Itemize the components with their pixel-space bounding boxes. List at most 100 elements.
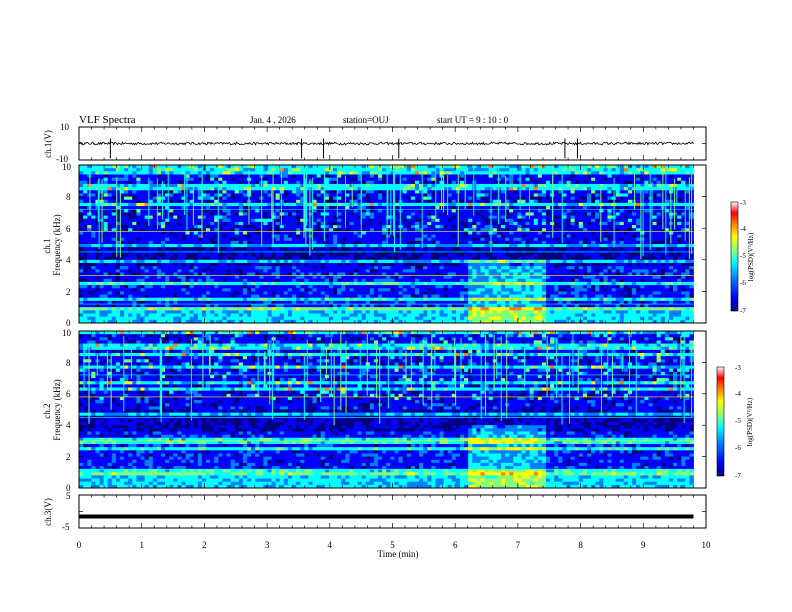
spectrogram-cell [611,168,617,172]
spectrogram-cell [459,165,465,169]
spectrogram-cell [533,171,539,175]
spectrogram-cell [447,209,453,213]
spectrogram-cell [644,231,649,235]
spectrogram-cell [234,253,240,258]
spectrogram-cell [554,180,559,185]
spectrogram-cell [201,215,207,220]
spectrogram-cell [586,253,592,258]
spectrogram-cell [500,218,506,223]
spectrogram-cell [636,206,641,210]
spectrogram-cell [271,171,277,175]
spectrogram-cell [459,244,465,248]
spectrogram-cell [619,215,625,220]
spectrogram-cell [328,225,334,229]
spectrogram-cell [160,231,166,235]
spectrogram-cell [349,231,354,235]
spectrogram-cell [664,168,670,172]
spectrogram-cell [353,174,358,179]
spectrogram-cell [435,193,440,197]
spectrogram-cell [480,228,485,232]
spectrogram-cell [681,228,686,232]
spectrogram-cell [459,199,465,204]
spectrogram-cell [173,196,178,201]
spectrogram-cell [177,231,182,235]
spectrogram-cell [636,177,641,182]
spectrogram-cell [570,212,576,216]
spectrogram-cell [148,237,154,242]
spectrogram-cell [320,174,326,179]
spectrogram-cell [111,231,117,235]
spectrogram-cell [238,266,244,270]
spectrogram-cell [431,206,436,210]
spectrogram-cell [435,183,440,188]
spectrogram-cell [148,215,154,220]
spectrogram-cell [357,199,363,204]
spectrogram-cell [156,266,162,270]
spectrogram-cell [337,193,342,197]
spectrogram-cell [267,171,272,175]
spectrogram-cell [373,231,379,235]
spectrogram-cell [443,187,449,191]
spectrogram-cell [218,244,223,248]
spectrogram-cell [406,193,412,197]
spectrogram-cell [595,240,600,245]
spectrogram-cell [328,240,334,245]
spectrogram-cell [267,231,272,235]
spectrogram-cell [476,237,481,242]
spectrogram-cell [337,165,342,169]
spectrogram-cell [570,183,576,188]
spectrogram-cell [607,183,612,188]
spectrogram-cell [115,206,121,210]
spectrogram-cell [500,183,506,188]
spectrogram-cell [591,218,596,223]
spectrogram-cell [349,209,354,213]
spectrogram-cell [509,171,514,175]
spectrogram-cell [468,202,473,207]
spectrogram-cell [279,253,285,258]
spectrogram-cell [210,206,215,210]
spectrogram-cell [271,190,277,194]
spectrogram-cell [595,209,600,213]
spectrogram-cell [361,212,367,216]
spectrogram-cell [509,231,514,235]
spectrogram-cell [369,199,375,204]
spectrogram-cell [640,187,645,191]
spectrogram-cell [369,228,375,232]
spectrogram-cell [292,199,297,204]
spectrogram-cell [513,199,518,204]
spectrogram-cell [210,259,215,264]
spectrogram-cell [492,196,498,201]
spectrogram-cell [181,209,186,213]
spectrogram-cell [312,206,317,210]
spectrogram-cell [136,171,141,175]
spectrogram-cell [324,237,330,242]
spectrogram-cell [664,256,670,261]
spectrogram-cell [189,183,195,188]
spectrogram-cell [152,199,158,204]
spectrogram-cell [189,259,195,264]
spectrogram-cell [292,190,297,194]
spectrogram-cell [349,237,354,242]
spectrogram-cell [517,253,522,258]
spectrogram-cell [672,247,678,251]
spectrogram-cell [124,221,129,226]
spectrogram-cell [197,206,203,210]
spectrogram-cell [414,215,420,220]
spectrogram-cell [468,259,473,264]
spectrogram-cell [267,209,272,213]
spectrogram-cell [140,247,145,251]
spectrogram-cell [640,177,645,182]
spectrogram-cell [246,256,252,261]
spectrogram-cell [95,240,100,245]
spectrogram-cell [210,225,215,229]
spectrogram-cell [238,209,244,213]
spectrogram-cell [570,221,576,226]
spectrogram-cell [189,190,195,194]
spectrogram-cell [201,193,207,197]
spectrogram-cell [455,171,461,175]
spectrogram-cell [451,180,457,185]
spectrogram-cell [582,168,588,172]
spectrogram-cell [537,247,543,251]
spectrogram-cell [459,262,465,267]
spectrogram-cell [632,231,637,235]
